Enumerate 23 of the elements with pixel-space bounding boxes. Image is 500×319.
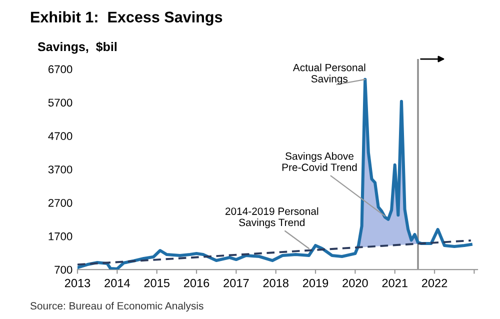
source-note: Source: Bureau of Economic Analysis [30, 302, 204, 312]
y-tick-label: 2700 [48, 198, 72, 207]
x-tick-label: 2019 [302, 278, 328, 288]
x-tick-label: 2020 [342, 278, 368, 288]
x-tick-label: 2013 [64, 278, 90, 288]
annotation: Savings Above Pre-Covid Trend [282, 152, 357, 172]
y-tick-label: 6700 [48, 65, 72, 74]
y-tick-label: 700 [54, 266, 72, 274]
x-tick-label: 2015 [144, 278, 170, 288]
x-tick-label: 2016 [184, 278, 210, 288]
y-tick-label: 5700 [48, 98, 72, 107]
y-tick-label: 1700 [48, 232, 72, 240]
x-tick-label: 2017 [224, 278, 249, 288]
y-tick-label: 3700 [48, 166, 72, 174]
x-tick-label: 2021 [382, 278, 408, 288]
chart-title: Exhibit 1: Excess Savings [31, 11, 222, 26]
y-tick-label: 4700 [48, 132, 72, 140]
y-axis-title: Savings, $bil [38, 42, 117, 54]
x-tick-label: 2018 [263, 278, 288, 288]
x-tick-label: 2014 [104, 278, 130, 288]
annotation: Actual Personal Savings [292, 64, 366, 85]
x-tick-label: 2022 [422, 278, 448, 288]
annotation: 2014-2019 Personal Savings Trend [226, 207, 318, 228]
